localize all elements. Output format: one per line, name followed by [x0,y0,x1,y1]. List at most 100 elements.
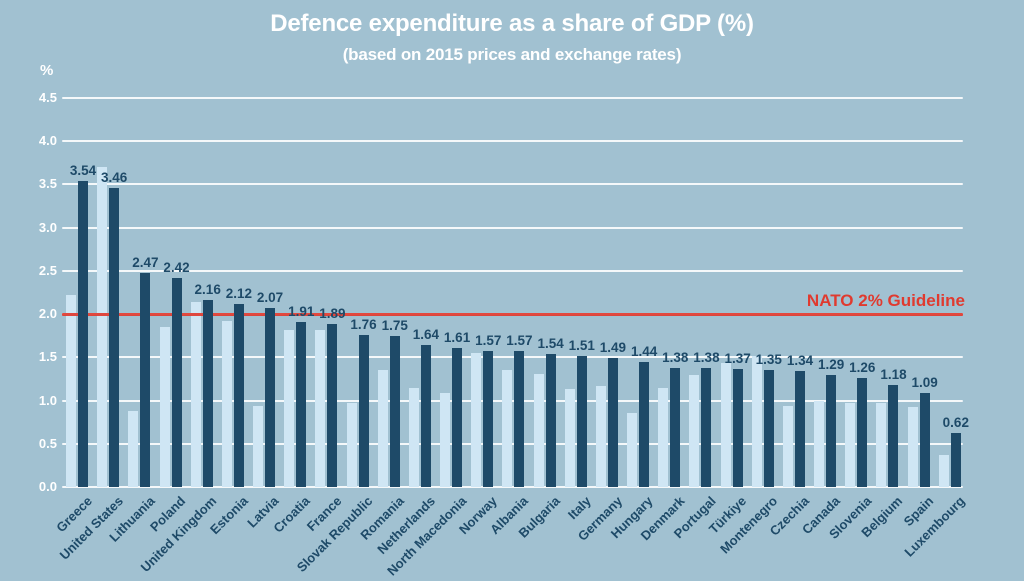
bar-group: 1.91 Croatia [271,0,315,536]
nato-guideline-line [62,313,963,316]
bar-dark [732,368,743,487]
bar-light [782,405,793,487]
bar-dark [171,277,182,487]
gridline [62,183,963,186]
bar-group: 1.51 Italy [565,0,595,522]
value-label: 1.26 [849,360,876,376]
bar-group: 2.42 Poland [147,0,189,535]
bar-dark [78,180,88,487]
value-label: 2.16 [194,282,221,298]
value-label: 1.61 [443,329,471,345]
value-label: 1.49 [599,340,627,356]
value-label: 1.38 [662,349,689,365]
gridline [62,140,963,142]
bar-light [346,403,357,487]
value-label: 1.09 [911,374,938,390]
value-label: 1.18 [880,366,907,382]
bar-dark [514,351,525,487]
bar-light [471,352,482,487]
bar-dark [483,351,494,487]
bar-dark [639,362,650,487]
bar-group: 3.54 Greece [53,0,96,535]
y-tick-label: 0.5 [38,435,57,451]
bar-group: 1.37 Türkiye [706,0,751,537]
value-label: 1.44 [630,344,658,360]
bar-dark [857,378,868,487]
value-label: 1.57 [475,333,502,349]
value-label: 2.07 [256,289,284,305]
bar-dark [358,334,369,487]
y-tick-label: 1.5 [38,349,57,365]
bar-dark [296,321,307,487]
bar-dark [109,187,120,487]
bar-dark [701,367,712,487]
y-tick-label: 2.0 [38,306,57,321]
bar-light [751,355,762,487]
bar-group: 1.09 Spain [901,0,938,529]
bar-light [440,392,451,487]
value-label: 1.35 [755,352,782,368]
value-label: 1.57 [506,333,533,349]
bar-light [408,387,419,487]
bar-group: 1.57 Norway [456,0,501,537]
value-label: 2.12 [225,285,252,301]
bar-group: 1.18 Belgium [858,0,906,540]
value-label: 3.46 [101,169,128,185]
bar-dark [140,273,151,487]
bar-group: 3.46 United States [57,0,127,563]
value-label: 1.29 [817,357,845,373]
bar-light [159,326,170,487]
bar-dark [919,392,930,487]
bar-groups: 3.54 Greece 3.46 United States 2.47 Lithuania… [53,0,969,579]
gridline [62,399,963,402]
y-tick-label: 1.0 [38,392,57,408]
gridline [62,356,963,359]
bar-group: 1.34 Czechia [766,0,813,539]
bar-light [533,373,544,487]
bar-group: 1.61 North Macedonia [384,0,470,579]
bar-light [502,370,513,487]
value-label: 0.62 [942,415,969,431]
bar-light [689,374,700,487]
bar-dark [826,375,837,487]
bar-group: 1.57 Albania [487,0,532,537]
value-label: 1.38 [693,349,720,365]
value-label: 1.75 [381,317,408,333]
chart-subtitle: (based on 2015 prices and exchange rates… [342,45,682,64]
bar-group: 1.29 Canada [799,0,844,537]
bar-light [377,370,388,487]
gridline [62,442,963,445]
bar-light [907,407,918,487]
bar-group: 1.89 France [304,0,346,535]
value-label: 2.47 [132,255,159,271]
value-label: 1.51 [568,338,595,354]
bar-light [845,403,856,487]
bar-light [253,405,264,487]
value-label: 1.91 [288,303,315,319]
bar-light [284,329,295,487]
bar-dark [607,358,618,487]
gridline [62,226,963,229]
y-tick-label: 4.5 [38,89,57,105]
bar-light [595,385,606,487]
bar-dark [670,367,681,487]
bar-dark [202,300,213,487]
bar-light [814,400,825,487]
gridline [62,96,963,99]
bar-dark [452,347,463,487]
bar-group: 1.38 Denmark [637,0,688,544]
bar-dark [950,433,961,487]
bar-group: 1.54 Bulgaria [515,0,564,541]
y-tick-label: 3.5 [38,176,57,192]
bar-group: 1.64 Netherlands [374,0,439,557]
bar-dark [888,384,899,487]
y-axis-unit-label: % [40,62,54,79]
y-tick-label: 2.5 [38,262,57,278]
value-label: 1.54 [537,335,564,351]
value-label: 2.42 [163,259,190,275]
bar-group: 1.44 Hungary [608,0,657,541]
bar-group: 0.62 Luxembourg [901,0,969,559]
bar-group: 2.47 Lithuania [106,0,159,544]
value-label: 1.37 [724,350,751,366]
